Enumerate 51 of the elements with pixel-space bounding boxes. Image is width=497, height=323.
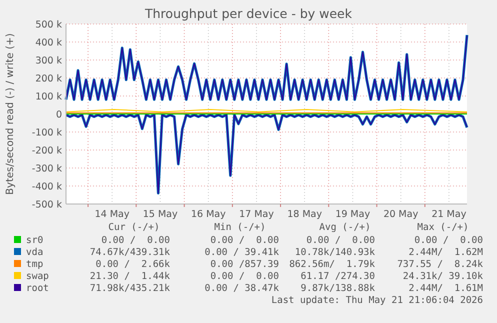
text: Max (-/+) <box>417 222 469 233</box>
text: 737.55 / 8.24k <box>397 259 484 270</box>
text: 0.00 / 0.00 <box>414 235 484 246</box>
x-tick-label: 14 May <box>94 209 130 220</box>
text: 21.30 / 1.44k <box>90 271 170 282</box>
x-tick-label: 16 May <box>190 209 226 220</box>
text: Avg (-/+) <box>319 222 371 233</box>
x-tick-label: 17 May <box>239 209 274 220</box>
y-tick-label: 300 k <box>35 56 62 66</box>
legend-label: tmp <box>26 259 44 270</box>
legend-label: sr0 <box>26 235 44 246</box>
text: 0.00 / 0.00 <box>101 235 170 246</box>
y-tick-label: -100 k <box>32 128 62 138</box>
y-tick-label: -500 k <box>32 200 62 210</box>
text: 71.98k/435.21k <box>90 283 170 294</box>
text: Last update: Thu May 21 21:06:04 2026 <box>271 295 484 306</box>
text: 24.31k/ 39.10k <box>402 271 484 282</box>
y-tick-label: 200 k <box>35 74 62 84</box>
legend-label: swap <box>26 271 50 282</box>
y-tick-label: -300 k <box>32 164 62 174</box>
text: 0.00 / 2.66k <box>96 259 170 270</box>
y-tick-label: 100 k <box>35 92 62 102</box>
text: 2.44M/ 1.62M <box>408 247 484 258</box>
legend-label: vda <box>26 247 44 258</box>
text: 10.78k/140.93k <box>294 247 376 258</box>
y-tick-label: 500 k <box>35 20 62 30</box>
text: 0.00 / 0.00 <box>306 235 376 246</box>
chart-title: Throughput per device - by week <box>144 6 353 21</box>
y-tick-label: 0 <box>56 110 62 120</box>
text: Min (-/+) <box>214 222 266 233</box>
x-tick-label: 21 May <box>432 209 467 220</box>
text: 61.17 /274.30 <box>300 271 376 282</box>
text: 2.44M/ 1.61M <box>408 283 484 294</box>
text: 0.00 / 39.41k <box>204 247 280 258</box>
y-tick-label: -400 k <box>32 182 62 192</box>
text: Cur (-/+) <box>108 222 160 233</box>
text: 0.00 /857.39 <box>210 259 280 270</box>
legend-label: root <box>26 283 49 294</box>
y-axis-title: Bytes/second read (-) / write (+) <box>5 33 16 195</box>
text: 0.00 / 38.47k <box>204 283 280 294</box>
text: 9.87k/138.88k <box>300 283 376 294</box>
x-tick-label: 15 May <box>142 209 178 220</box>
text: 0.00 / 0.00 <box>210 235 280 246</box>
text: 0.00 / 0.00 <box>210 271 280 282</box>
y-tick-label: 400 k <box>35 38 62 48</box>
x-tick-label: 18 May <box>287 209 322 220</box>
x-tick-label: 20 May <box>383 209 419 220</box>
x-tick-label: 19 May <box>335 209 370 220</box>
text: 74.67k/439.31k <box>90 247 170 258</box>
text: 862.56m/ 1.79k <box>289 259 376 270</box>
y-tick-label: -200 k <box>32 146 62 156</box>
